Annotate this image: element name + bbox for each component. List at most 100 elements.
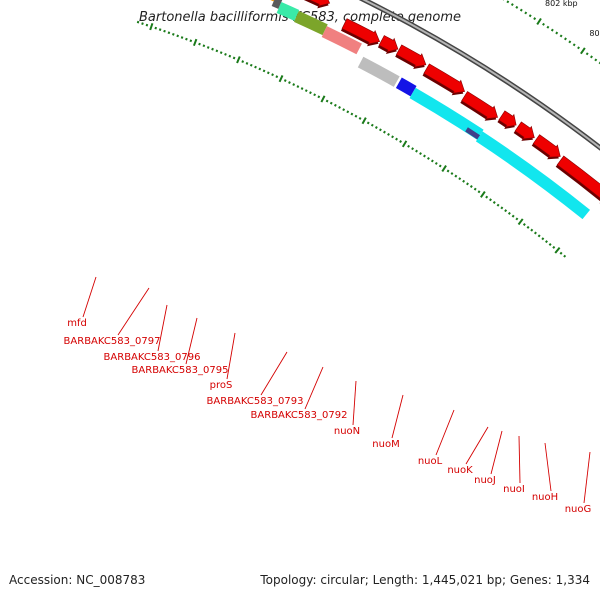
gene-label: BARBAKC583_0793 (207, 396, 304, 407)
gene-leader-line (465, 426, 489, 465)
inner-minor-tick (530, 228, 534, 232)
gene-label: nuoK (447, 465, 473, 476)
gene-leader-line (157, 304, 168, 352)
gene-band-cyan (475, 131, 591, 220)
inner-major-tick (278, 75, 284, 83)
cds-arrow (378, 35, 399, 53)
inner-minor-tick (419, 152, 422, 156)
inner-minor-tick (430, 159, 434, 163)
inner-minor-tick (202, 44, 206, 48)
gene-label: BARBAKC583_0796 (104, 352, 201, 363)
outer-minor-tick (568, 40, 572, 44)
inner-minor-tick (304, 89, 308, 93)
outer-minor-tick (506, 0, 510, 4)
gene-band-dark (271, 0, 283, 9)
outer-minor-tick (519, 8, 523, 12)
inner-minor-tick (354, 114, 358, 118)
inner-minor-tick (211, 47, 214, 51)
inner-minor-tick (395, 137, 398, 141)
inner-minor-tick (548, 243, 552, 246)
inner-minor-tick (500, 206, 504, 210)
gene-band-orange (270, 0, 275, 2)
gene-leader-line (226, 332, 236, 380)
gene-band-salmon (321, 26, 362, 55)
outer-minor-tick (533, 17, 537, 21)
outer-minor-tick (559, 34, 563, 38)
outer-minor-tick (594, 58, 598, 62)
cds-arrow (395, 44, 427, 68)
inner-minor-tick (176, 34, 180, 38)
inner-minor-tick (552, 245, 556, 249)
gene-leader-line (82, 276, 97, 318)
inner-minor-tick (450, 172, 454, 176)
inner-minor-tick (370, 123, 374, 127)
inner-major-tick (361, 117, 367, 125)
cds-arrow (309, 0, 331, 7)
outer-minor-tick (510, 3, 514, 7)
outer-minor-tick (564, 37, 567, 41)
inner-minor-tick (219, 51, 223, 55)
inner-minor-tick (342, 108, 346, 112)
inner-major-tick (401, 140, 408, 148)
inner-minor-tick (249, 63, 253, 67)
inner-minor-tick (383, 130, 386, 134)
inner-minor-tick (317, 95, 321, 99)
outer-minor-tick (515, 5, 519, 9)
gene-band-teal (276, 2, 300, 21)
inner-minor-tick (423, 154, 426, 158)
gene-label: nuoH (532, 492, 558, 503)
gene-leader-line (583, 451, 591, 504)
inner-minor-tick (391, 135, 394, 139)
inner-minor-tick (466, 182, 469, 186)
inner-minor-tick (454, 174, 458, 178)
gene-labels: mfd BARBAKC583_0797 BARBAKC583_0796 BARBAKC… (64, 276, 591, 515)
inner-minor-tick (473, 187, 477, 191)
outer-major-tick (536, 17, 542, 25)
inner-tick-track (136, 20, 567, 258)
cds-arrow (341, 18, 381, 45)
inner-major-tick (517, 218, 524, 226)
genome-backbone (358, 0, 600, 151)
inner-minor-tick (399, 140, 402, 143)
inner-minor-tick (329, 101, 333, 105)
inner-minor-tick (180, 36, 184, 39)
inner-minor-tick (426, 157, 430, 160)
inner-major-tick (441, 164, 447, 172)
inner-minor-tick (266, 71, 270, 75)
inner-minor-tick (477, 190, 481, 194)
inner-minor-tick (283, 79, 287, 82)
inner-minor-tick (485, 195, 489, 199)
gene-label: BARBAKC583_0792 (251, 410, 348, 421)
cds-arrow (556, 155, 600, 199)
inner-minor-tick (154, 26, 158, 30)
inner-minor-tick (292, 83, 296, 86)
inner-minor-tick (275, 75, 279, 79)
gene-leader-line (435, 409, 455, 456)
inner-minor-tick (522, 223, 526, 227)
outer-minor-tick (524, 11, 528, 15)
inner-minor-tick (300, 87, 304, 91)
backbone-line (362, 0, 600, 150)
inner-minor-tick (469, 185, 473, 188)
inner-minor-tick (136, 20, 140, 24)
inner-minor-tick (185, 37, 188, 41)
inner-minor-tick (215, 49, 219, 53)
gene-label: nuoL (418, 456, 443, 467)
inner-minor-tick (338, 106, 341, 109)
inner-minor-tick (496, 203, 500, 207)
inner-minor-tick (563, 254, 567, 258)
cds-arrow (423, 63, 465, 94)
inner-minor-tick (411, 147, 414, 151)
inner-minor-tick (232, 56, 236, 60)
inner-minor-tick (534, 231, 537, 235)
gene-band-cyan (409, 87, 484, 140)
inner-minor-tick (537, 234, 541, 238)
inner-minor-tick (241, 60, 245, 63)
inner-minor-tick (141, 22, 144, 25)
inner-minor-tick (167, 31, 171, 35)
gene-band-olive (293, 10, 328, 36)
inner-major-tick (320, 95, 326, 103)
inner-minor-tick (224, 53, 227, 56)
feature-track (270, 0, 600, 220)
backbone-outline (358, 0, 600, 151)
